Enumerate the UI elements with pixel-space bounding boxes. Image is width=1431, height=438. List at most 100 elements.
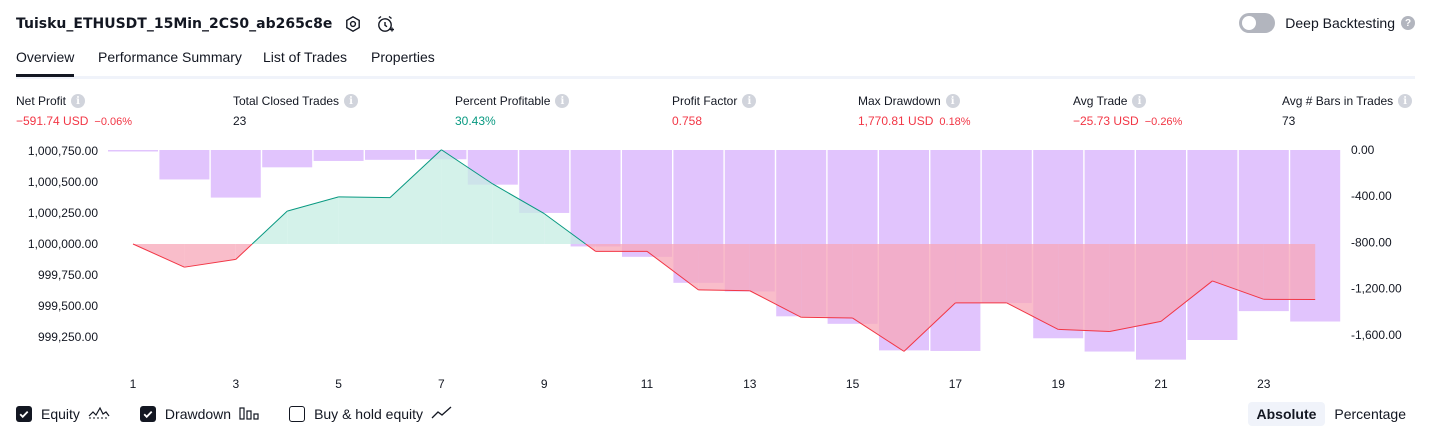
deep-backtesting-toggle[interactable]	[1239, 13, 1276, 33]
equity-line-segment	[852, 317, 905, 352]
metric-value: 1,770.81 USD	[858, 114, 934, 128]
metric-value: −25.73 USD	[1073, 114, 1139, 128]
info-icon[interactable]: i	[742, 94, 757, 108]
metric-total-closed-trades: Total Closed Trades i 23	[233, 93, 359, 128]
equity-checkbox[interactable]	[16, 406, 32, 422]
equity-line-segment	[235, 243, 253, 260]
drawdown-bars-icon	[239, 406, 259, 423]
tab-overview[interactable]: Overview	[16, 49, 75, 77]
legend-equity[interactable]: Equity	[16, 406, 110, 423]
info-icon[interactable]: i	[1398, 94, 1413, 108]
metric-label: Profit Factor	[672, 94, 738, 108]
left-axis-tick-label: 1,000,500.00	[28, 175, 98, 189]
percentage-button[interactable]: Percentage	[1334, 406, 1406, 422]
deep-backtesting: Deep Backtesting ?	[1239, 13, 1415, 33]
left-axis-tick-label: 1,000,000.00	[28, 237, 98, 251]
help-question-icon[interactable]: ?	[1401, 16, 1415, 30]
equity-line-segment	[184, 258, 236, 268]
equity-fill	[1263, 244, 1316, 300]
buy-hold-checkbox[interactable]	[289, 406, 306, 422]
metric-avg-trade: Avg Trade i −25.73 USD −0.26%	[1073, 93, 1182, 128]
add-alert-clock-icon[interactable]	[374, 13, 396, 35]
legend-buy-hold[interactable]: Buy & hold equity	[289, 406, 453, 423]
info-icon[interactable]: i	[555, 94, 570, 108]
equity-fill	[1109, 244, 1161, 332]
x-axis-tick-label: 7	[438, 377, 445, 391]
equity-line-segment	[338, 196, 391, 199]
x-axis-tick-label: 1	[130, 377, 137, 391]
metrics-row: Net Profit i −591.74 USD −0.06% Total Clos…	[0, 93, 1431, 133]
legend-drawdown-label: Drawdown	[164, 406, 232, 422]
equity-fill	[749, 244, 802, 318]
tab-performance-summary[interactable]: Performance Summary	[98, 49, 242, 65]
info-icon[interactable]: i	[344, 94, 359, 108]
left-axis-tick-label: 999,500.00	[38, 299, 98, 313]
drawdown-bar	[108, 150, 158, 152]
equity-drawdown-chart[interactable]: 1,000,750.00 1,000,500.00 1,000,250.00 1,00…	[0, 138, 1431, 398]
metric-net-profit: Net Profit i −591.74 USD −0.06%	[16, 93, 132, 128]
metric-value: 30.43%	[455, 114, 496, 128]
equity-fill	[801, 244, 853, 319]
absolute-button[interactable]: Absolute	[1247, 402, 1326, 426]
left-axis-tick-label: 1,000,750.00	[28, 144, 98, 158]
info-icon[interactable]: i	[945, 94, 960, 108]
metric-value: 0.758	[672, 114, 703, 128]
tab-properties[interactable]: Properties	[371, 49, 435, 65]
drawdown-bar	[622, 150, 672, 257]
metric-label: Percent Profitable	[455, 94, 551, 108]
equity-fill	[441, 149, 493, 244]
x-axis-tick-label: 5	[335, 377, 342, 391]
metric-value: 23	[233, 114, 247, 128]
equity-fill	[698, 244, 750, 291]
metric-value: 73	[1282, 114, 1296, 128]
tab-list-of-trades[interactable]: List of Trades	[263, 49, 348, 65]
metric-label: Net Profit	[16, 94, 67, 108]
equity-fill	[287, 196, 339, 244]
x-axis-tick-label: 15	[846, 377, 860, 391]
settings-gear-icon[interactable]	[342, 13, 364, 35]
equity-fill	[955, 244, 1007, 303]
equity-fill	[595, 244, 647, 252]
drawdown-bar	[262, 150, 313, 168]
equity-line-segment	[441, 149, 494, 185]
equity-line-segment	[287, 196, 339, 212]
equity-wave-icon	[88, 406, 110, 423]
equity-line-segment	[585, 243, 596, 252]
metric-value: −591.74 USD	[16, 114, 89, 128]
equity-line-segment	[749, 290, 802, 318]
metric-label: Total Closed Trades	[233, 94, 340, 108]
legend-drawdown[interactable]: Drawdown	[139, 406, 259, 423]
metric-percent: −0.06%	[94, 116, 133, 128]
x-axis-tick-label: 23	[1257, 377, 1271, 391]
equity-line-segment	[1212, 280, 1264, 300]
equity-fill	[338, 196, 390, 244]
info-icon[interactable]: i	[1132, 94, 1147, 108]
right-axis-tick-label: -1,600.00	[1351, 328, 1402, 342]
metric-percent: −0.26%	[1144, 116, 1183, 128]
equity-line-segment	[492, 183, 545, 215]
deep-backtesting-label: Deep Backtesting	[1285, 15, 1395, 31]
equity-line-segment	[543, 213, 586, 245]
equity-fill	[647, 244, 699, 290]
legend-buy-hold-label: Buy & hold equity	[314, 406, 424, 422]
equity-fill	[492, 183, 545, 244]
equity-fill	[544, 213, 586, 244]
drawdown-bar	[159, 150, 210, 180]
x-axis-tick-label: 19	[1052, 377, 1066, 391]
equity-fill	[1058, 244, 1110, 332]
equity-line-segment	[698, 289, 750, 292]
left-axis-tick-label: 999,750.00	[38, 268, 98, 282]
info-icon[interactable]: i	[71, 94, 86, 108]
equity-line-segment	[389, 149, 442, 198]
equity-line-segment	[251, 210, 288, 245]
drawdown-bar	[210, 150, 261, 198]
drawdown-checkbox[interactable]	[139, 406, 156, 422]
metric-avg-bars-in-trades: Avg # Bars in Trades i 73	[1282, 93, 1413, 128]
x-axis-tick-label: 9	[541, 377, 548, 391]
strategy-header: Tuisku_ETHUSDT_15Min_2CS0_ab265c8e	[16, 12, 396, 36]
metric-max-drawdown: Max Drawdown i 1,770.81 USD 0.18%	[858, 93, 971, 128]
equity-fill	[184, 244, 236, 268]
metric-label: Max Drawdown	[858, 94, 941, 108]
equity-line-segment	[903, 302, 956, 352]
right-axis-tick-label: -800.00	[1351, 235, 1392, 249]
